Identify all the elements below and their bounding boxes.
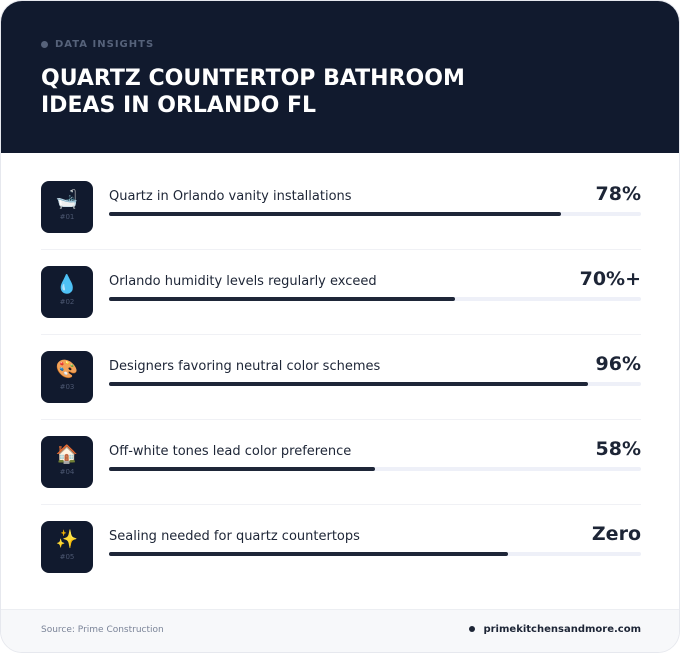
separator: [41, 249, 641, 250]
stat-value: Zero: [591, 523, 641, 545]
rank: #05: [59, 553, 75, 561]
rank: #01: [59, 213, 75, 221]
separator: [41, 334, 641, 335]
rank: #04: [59, 468, 75, 476]
stat-label: Off-white tones lead color preference: [109, 444, 352, 459]
stat-label: Sealing needed for quartz countertops: [109, 529, 360, 544]
stat-value: 58%: [595, 438, 641, 460]
stat-row: 💧 #02 Orlando humidity levels regularly ex…: [41, 266, 641, 318]
bar-track: [109, 382, 641, 386]
rank: #02: [59, 298, 75, 306]
stat-value: 78%: [595, 183, 641, 205]
stat-label: Orlando humidity levels regularly exceed: [109, 274, 377, 289]
footer: Source: Prime Construction primekitchens…: [1, 609, 679, 652]
site: primekitchensandmore.com: [469, 624, 641, 635]
header: DATA INSIGHTS QUARTZ COUNTERTOP BATHROOM…: [1, 1, 679, 153]
source: Source: Prime Construction: [41, 625, 164, 635]
rank: #03: [59, 383, 75, 391]
stat-row: 🛁 #01 Quartz in Orlando vanity installatio…: [41, 181, 641, 233]
icon: 🏠: [41, 436, 93, 488]
icon: ✨: [41, 521, 93, 573]
stat-row: ✨ #05 Sealing needed for quartz countertop…: [41, 521, 641, 573]
stat-row: 🏠 #04 Off-white tones lead color preferenc…: [41, 436, 641, 488]
stat-label: Quartz in Orlando vanity installations: [109, 189, 352, 204]
bar: [109, 552, 508, 556]
bar: [109, 467, 375, 471]
bar-track: [109, 297, 641, 301]
stat-value: 70%+: [579, 268, 641, 290]
bar-track: [109, 212, 641, 216]
eyebrow: DATA INSIGHTS: [41, 39, 154, 50]
stat-label: Designers favoring neutral color schemes: [109, 359, 381, 374]
bar: [109, 212, 562, 216]
bar: [109, 382, 588, 386]
icon: 💧: [41, 266, 93, 318]
stat-row: 🎨 #03 Designers favoring neutral color sch…: [41, 351, 641, 403]
bar-track: [109, 552, 641, 556]
separator: [41, 419, 641, 420]
icon: 🛁: [41, 181, 93, 233]
bar: [109, 297, 455, 301]
icon: 🎨: [41, 351, 93, 403]
stat-value: 96%: [595, 353, 641, 375]
title: QUARTZ COUNTERTOP BATHROOM IDEAS IN ORLA…: [41, 66, 465, 118]
separator: [41, 504, 641, 505]
bar-track: [109, 467, 641, 471]
